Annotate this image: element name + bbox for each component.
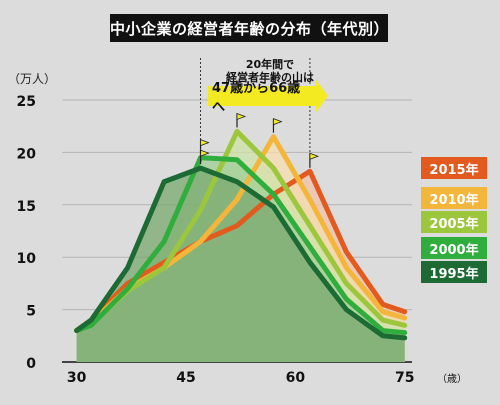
annotation-arrow: [208, 80, 328, 112]
legend-label: 2000年: [429, 242, 479, 258]
y-tick-label: 20: [17, 146, 37, 162]
flag-cloth: [309, 152, 320, 160]
legend-item-2015年: 2015年: [421, 157, 487, 179]
legend-label: 2010年: [429, 192, 479, 208]
flag-cloth: [200, 149, 210, 157]
y-tick-label: 5: [26, 304, 36, 320]
annotation-arrow-label: 47歳から66歳へ: [212, 81, 301, 115]
peak-flag-icon: [236, 112, 247, 128]
legend-item-2010年: 2010年: [421, 187, 487, 209]
series-line-1995年: [74, 165, 408, 341]
flag-cloth: [200, 139, 210, 147]
flag-cloth: [273, 118, 283, 126]
peak-flag-icon: [309, 152, 320, 168]
x-tick-label: 45: [176, 370, 195, 386]
y-axis-unit-label: （万人）: [8, 72, 57, 86]
x-axis-unit-label: （歳）: [437, 373, 467, 385]
legend-label: 1995年: [429, 266, 479, 282]
legend-label: 2015年: [429, 162, 479, 178]
annotation-line-1: 20年間で: [245, 58, 295, 71]
series-area-1995年: [76, 168, 405, 362]
series-line-2015年: [74, 168, 408, 334]
series-line-2000年: [74, 155, 408, 336]
y-tick-label: 15: [17, 199, 36, 215]
x-tick-label: 75: [395, 370, 414, 386]
flag-cloth: [236, 112, 247, 121]
legend-label: 2005年: [429, 216, 479, 232]
legend-item-2005年: 2005年: [421, 211, 487, 233]
legend-item-1995年: 1995年: [421, 261, 487, 283]
legend-item-2000年: 2000年: [421, 237, 487, 259]
chart-title: 中小企業の経営者年齢の分布（年代別）: [110, 14, 389, 42]
y-tick-label: 0: [26, 356, 36, 372]
annotation-text: 20年間で 経営者年齢の山は: [222, 58, 318, 84]
y-tick-label: 10: [17, 251, 37, 267]
x-tick-label: 60: [286, 370, 306, 386]
peak-flag-icon: [272, 118, 283, 133]
x-tick-label: 30: [67, 370, 87, 386]
y-tick-label: 25: [17, 94, 36, 110]
peak-flag-icon: [199, 139, 210, 154]
annotation-line-2: 経営者年齢の山は: [226, 71, 314, 84]
